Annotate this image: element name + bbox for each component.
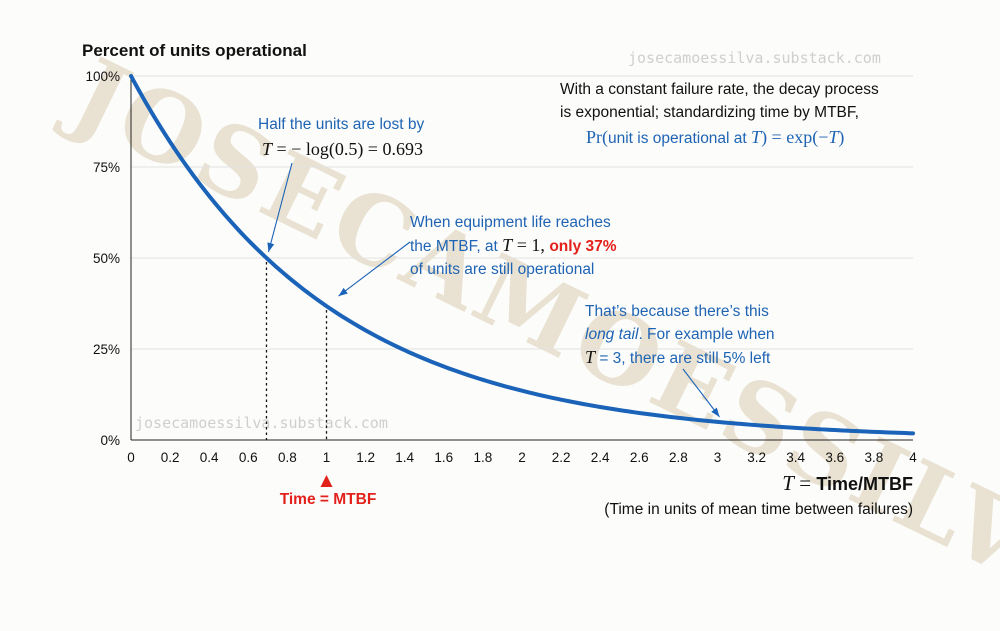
watermark-url-top: josecamoessilva.substack.com (628, 49, 881, 67)
drop-lines (265, 261, 328, 440)
y-tick-label: 50% (93, 251, 120, 266)
x-tick-label: 2.6 (630, 450, 649, 465)
formula-text: unit is operational at (608, 130, 752, 147)
half-eq: = − log(0.5) = 0.693 (272, 139, 423, 159)
y-tick-label: 75% (93, 160, 120, 175)
x-tick-label: 0.6 (239, 450, 258, 465)
x-tick-label: 1.8 (474, 450, 493, 465)
x-tick-label: 3.2 (747, 450, 766, 465)
intro-line-2: is exponential; standardizing time by MT… (560, 104, 859, 121)
half-var: T (262, 139, 273, 159)
x-tick-label: 4 (909, 450, 917, 465)
only-37-highlight: only 37% (549, 238, 617, 255)
mtbf-line-1: When equipment life reaches (410, 214, 611, 231)
x-tick-label: 3.8 (865, 450, 884, 465)
intro-line-1: With a constant failure rate, the decay … (560, 81, 879, 98)
x-tick-label: 2.8 (669, 450, 688, 465)
x-tick-label: 1 (323, 450, 331, 465)
tail-annotation: That’s because there’s this long tail. F… (585, 300, 775, 370)
x-tick-label: 2.4 (591, 450, 610, 465)
arrow-half-head (267, 242, 275, 252)
chart: 0% 25% 50% 75% 100% 0 0.2 0.4 0.6 0.8 1 1.2 1.4 1.6 1.… (82, 41, 917, 518)
annotation-arrows (267, 162, 720, 418)
mtbf-annotation: When equipment life reaches the MTBF, at… (410, 211, 617, 281)
x-tick-label: 0.2 (161, 450, 180, 465)
x-tick-label: 1.2 (356, 450, 375, 465)
formula: Pr(unit is operational at T) = exp(−T) (586, 126, 844, 150)
y-tick-label: 25% (93, 342, 120, 357)
axes (130, 74, 913, 441)
chart-title: Percent of units operational (82, 41, 307, 60)
watermark-url-mid: josecamoessilva.substack.com (135, 414, 388, 432)
mtbf-line-2: the MTBF, at T = 1, only 37% (410, 235, 617, 255)
formula-close: ) (838, 127, 845, 147)
grid-lines (131, 75, 913, 350)
formula-var: T (751, 127, 762, 147)
formula-var2: T (828, 127, 839, 147)
tail-line-2: long tail. For example when (585, 326, 775, 343)
half-line: Half the units are lost by (258, 116, 425, 133)
x-tick-label: 1.4 (395, 450, 414, 465)
arrow-mtbf-line (338, 241, 411, 297)
intro-text: With a constant failure rate, the decay … (560, 78, 879, 124)
arrow-half-line (267, 162, 293, 253)
tick-labels: 0% 25% 50% 75% 100% 0 0.2 0.4 0.6 0.8 1 1.2 1.4 1.6 1.… (85, 69, 917, 465)
x-tick-label: 0 (127, 450, 135, 465)
x-axis-subtitle: (Time in units of mean time between fail… (604, 501, 913, 518)
x-tick-label: 3.4 (786, 450, 805, 465)
x-axis-title: T = Time/MTBF (782, 471, 913, 495)
x-tick-label: 0.8 (278, 450, 297, 465)
arrow-mtbf-head (338, 287, 348, 297)
x-axis-eq: = (794, 471, 816, 495)
arrow-tail-head (711, 407, 720, 417)
half-formula: T = − log(0.5) = 0.693 (262, 138, 424, 162)
mtbf-marker-triangle (320, 475, 333, 487)
formula-pr: Pr( (586, 127, 608, 147)
arrow-tail-line (682, 368, 720, 418)
y-tick-label: 100% (85, 69, 120, 84)
long-tail-italic: long tail (585, 326, 639, 343)
x-tick-label: 2 (518, 450, 526, 465)
x-tick-label: 3 (714, 450, 722, 465)
half-annotation: Half the units are lost by T = − log(0.5… (258, 113, 424, 162)
mtbf-marker-label: Time = MTBF (280, 491, 377, 508)
x-tick-label: 3.6 (825, 450, 844, 465)
x-tick-label: 1.6 (434, 450, 453, 465)
decay-curve (129, 74, 915, 436)
x-axis-var: T (782, 471, 795, 495)
formula-end: ) = exp(− (761, 127, 829, 147)
mtbf-line-3: of units are still operational (410, 261, 595, 278)
tail-line-1: That’s because there’s this (585, 303, 769, 320)
x-tick-label: 0.4 (200, 450, 219, 465)
y-tick-label: 0% (100, 433, 120, 448)
x-axis-label: Time/MTBF (816, 474, 913, 494)
x-tick-label: 2.2 (552, 450, 571, 465)
tail-line-3: T = 3, there are still 5% left (585, 347, 771, 367)
